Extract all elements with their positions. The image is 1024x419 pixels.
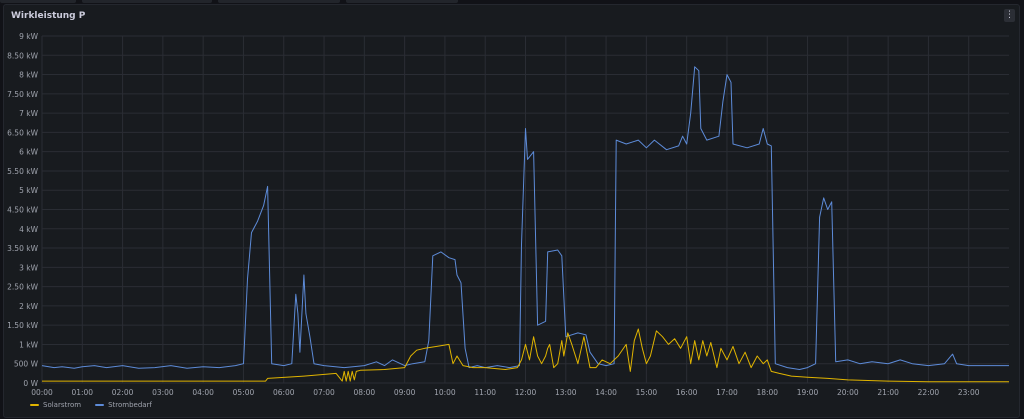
y-tick-label: 1.50 kW [7, 321, 38, 330]
panel-title: Wirkleistung P [11, 11, 86, 21]
y-tick-label: 7 kW [19, 109, 38, 118]
y-tick-label: 6 kW [19, 148, 38, 157]
x-tick-label: 19:00 [797, 388, 819, 397]
y-tick-label: 4.50 kW [7, 206, 38, 215]
y-tick-label: 0 W [23, 379, 38, 388]
x-tick-label: 20:00 [837, 388, 859, 397]
y-tick-label: 6.50 kW [7, 128, 38, 137]
series-line-strombedarf [41, 66, 1009, 370]
top-toolbar-strip [0, 0, 1024, 4]
y-tick-label: 4 kW [19, 225, 38, 234]
x-tick-label: 05:00 [233, 388, 255, 397]
y-tick-label: 8.50 kW [7, 51, 38, 60]
x-tick-label: 07:00 [313, 388, 335, 397]
x-tick-label: 16:00 [676, 388, 698, 397]
y-tick-label: 8 kW [19, 71, 38, 80]
kebab-menu-icon[interactable]: ⋮ [1004, 9, 1015, 22]
toolbar-segment [218, 0, 340, 3]
legend-swatch-demand [95, 404, 105, 406]
y-tick-label: 3 kW [19, 263, 38, 272]
y-tick-label: 9 kW [19, 32, 38, 41]
y-tick-label: 3.50 kW [7, 244, 38, 253]
x-tick-label: 12:00 [515, 388, 537, 397]
y-tick-label: 5.50 kW [7, 167, 38, 176]
x-tick-label: 04:00 [192, 388, 214, 397]
toolbar-segment [346, 0, 458, 3]
x-tick-label: 15:00 [636, 388, 658, 397]
x-tick-label: 17:00 [716, 388, 738, 397]
x-tick-label: 10:00 [434, 388, 456, 397]
x-tick-label: 03:00 [152, 388, 174, 397]
legend-item-demand[interactable]: Strombedarf [95, 401, 152, 409]
legend-item-solar[interactable]: Solarstrom [30, 401, 81, 409]
y-tick-label: 1 kW [19, 340, 38, 349]
x-tick-label: 13:00 [555, 388, 577, 397]
x-tick-label: 22:00 [918, 388, 940, 397]
y-tick-label: 500 W [14, 360, 39, 369]
toolbar-segment [82, 0, 212, 3]
series-line-solarstrom [42, 328, 1009, 383]
x-tick-label: 23:00 [958, 388, 980, 397]
x-tick-label: 02:00 [112, 388, 134, 397]
y-tick-label: 7.50 kW [7, 90, 38, 99]
x-tick-label: 08:00 [354, 388, 376, 397]
y-tick-label: 5 kW [19, 186, 38, 195]
x-tick-label: 06:00 [273, 388, 295, 397]
legend-swatch-solar [30, 404, 39, 406]
x-tick-label: 14:00 [595, 388, 617, 397]
toolbar-segment [0, 0, 76, 3]
chart-legend: Solarstrom Strombedarf [30, 399, 166, 411]
x-tick-label: 18:00 [756, 388, 778, 397]
x-tick-label: 01:00 [71, 388, 93, 397]
y-tick-label: 2.50 kW [7, 283, 38, 292]
x-tick-label: 11:00 [474, 388, 496, 397]
legend-label-solar: Solarstrom [43, 401, 82, 409]
chart-panel: Wirkleistung P ⋮ [3, 4, 1020, 418]
x-tick-label: 09:00 [394, 388, 416, 397]
y-tick-label: 2 kW [19, 302, 38, 311]
legend-label-demand: Strombedarf [108, 401, 152, 409]
x-tick-label: 00:00 [31, 388, 53, 397]
x-tick-label: 21:00 [877, 388, 899, 397]
